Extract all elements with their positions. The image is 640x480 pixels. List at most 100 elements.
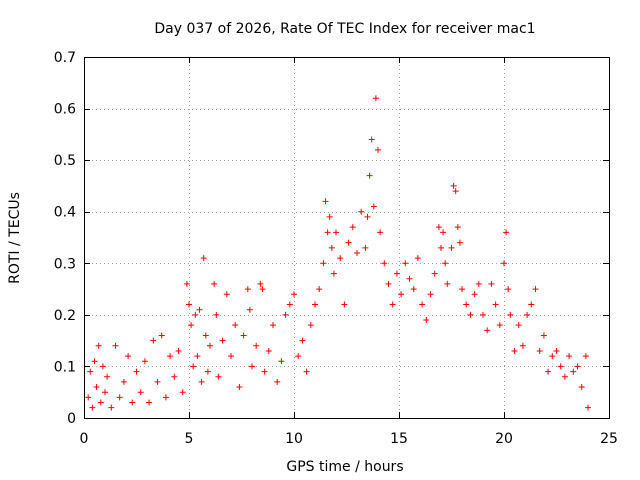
data-point xyxy=(358,208,365,215)
data-point xyxy=(456,239,463,246)
data-point xyxy=(246,306,253,313)
data-point xyxy=(450,182,457,189)
data-point xyxy=(435,224,442,231)
data-point xyxy=(532,286,539,293)
y-tick-label: 0 xyxy=(67,411,76,427)
data-point xyxy=(112,342,119,349)
data-point xyxy=(137,389,144,396)
data-point xyxy=(261,368,268,375)
chart-title: Day 037 of 2026, Rate Of TEC Index for r… xyxy=(154,21,535,37)
data-point xyxy=(545,368,552,375)
data-point xyxy=(341,301,348,308)
data-point xyxy=(265,347,272,354)
data-point xyxy=(99,363,106,370)
data-point xyxy=(167,353,174,360)
data-point xyxy=(492,301,499,308)
data-point xyxy=(192,311,199,318)
data-point xyxy=(141,358,148,365)
y-tick-label: 0.1 xyxy=(54,359,76,375)
y-tick-label: 0.4 xyxy=(54,205,76,221)
data-point xyxy=(528,301,535,308)
data-point xyxy=(393,270,400,277)
y-tick-labels: 0 0.1 0.2 0.3 0.4 0.5 0.6 0.7 xyxy=(54,50,76,427)
plot-frame xyxy=(84,57,610,419)
data-point xyxy=(104,373,111,380)
data-point xyxy=(186,301,192,308)
x-tick-label: 25 xyxy=(600,431,618,447)
data-point xyxy=(511,347,518,354)
data-point xyxy=(198,378,205,385)
data-point xyxy=(278,358,285,365)
data-point xyxy=(196,306,203,313)
data-point xyxy=(89,404,96,411)
data-point xyxy=(213,311,220,318)
data-point xyxy=(452,188,459,195)
data-point xyxy=(459,286,465,293)
data-point xyxy=(102,389,108,396)
data-point xyxy=(389,301,396,308)
data-point xyxy=(438,244,444,251)
data-point xyxy=(312,301,318,308)
data-point xyxy=(324,229,331,236)
data-points xyxy=(85,95,591,411)
grid xyxy=(84,57,609,418)
data-point xyxy=(270,322,276,329)
x-tick-label: 15 xyxy=(390,431,408,447)
data-point xyxy=(303,368,310,375)
data-point xyxy=(505,286,512,293)
data-point xyxy=(463,301,470,308)
data-point xyxy=(368,136,375,143)
data-point xyxy=(125,353,132,360)
data-point xyxy=(536,347,543,354)
data-point xyxy=(219,337,226,344)
data-point xyxy=(484,327,491,334)
data-point xyxy=(566,353,573,360)
data-point xyxy=(444,280,451,287)
data-point xyxy=(440,229,447,236)
data-point xyxy=(561,373,568,380)
data-point xyxy=(154,378,161,385)
data-point xyxy=(307,322,314,329)
data-point xyxy=(97,399,104,406)
data-point xyxy=(211,280,218,287)
data-point xyxy=(146,399,153,406)
data-point xyxy=(259,286,266,293)
data-point xyxy=(158,332,165,339)
data-point xyxy=(585,404,591,411)
data-point xyxy=(183,280,190,287)
data-point xyxy=(244,286,251,293)
data-point xyxy=(414,255,421,262)
data-point xyxy=(480,311,486,318)
data-point xyxy=(282,311,289,318)
data-point xyxy=(316,286,323,293)
data-point xyxy=(240,332,247,339)
data-point xyxy=(475,280,482,287)
data-point xyxy=(448,244,455,251)
data-point xyxy=(578,384,585,391)
data-point xyxy=(375,146,381,153)
x-tick-label: 5 xyxy=(185,431,194,447)
data-point xyxy=(570,368,577,375)
data-point xyxy=(171,373,178,380)
data-point xyxy=(370,203,377,210)
data-point xyxy=(291,291,297,298)
x-tick-label: 0 xyxy=(80,431,89,447)
y-axis-label: ROTI / TECUs xyxy=(7,192,23,284)
data-point xyxy=(431,270,438,277)
data-point xyxy=(249,363,255,370)
data-point xyxy=(257,280,264,287)
data-point xyxy=(496,322,503,329)
data-point xyxy=(91,358,98,365)
data-point xyxy=(232,322,239,329)
data-point xyxy=(236,384,243,391)
data-point xyxy=(175,347,182,354)
data-point xyxy=(372,95,379,102)
data-point xyxy=(330,270,337,277)
y-tick-label: 0.5 xyxy=(54,153,76,169)
data-point xyxy=(402,260,409,267)
y-tick-label: 0.7 xyxy=(54,50,76,66)
data-point xyxy=(207,342,213,349)
data-point xyxy=(322,198,329,205)
data-point xyxy=(442,260,449,267)
data-point xyxy=(93,384,100,391)
